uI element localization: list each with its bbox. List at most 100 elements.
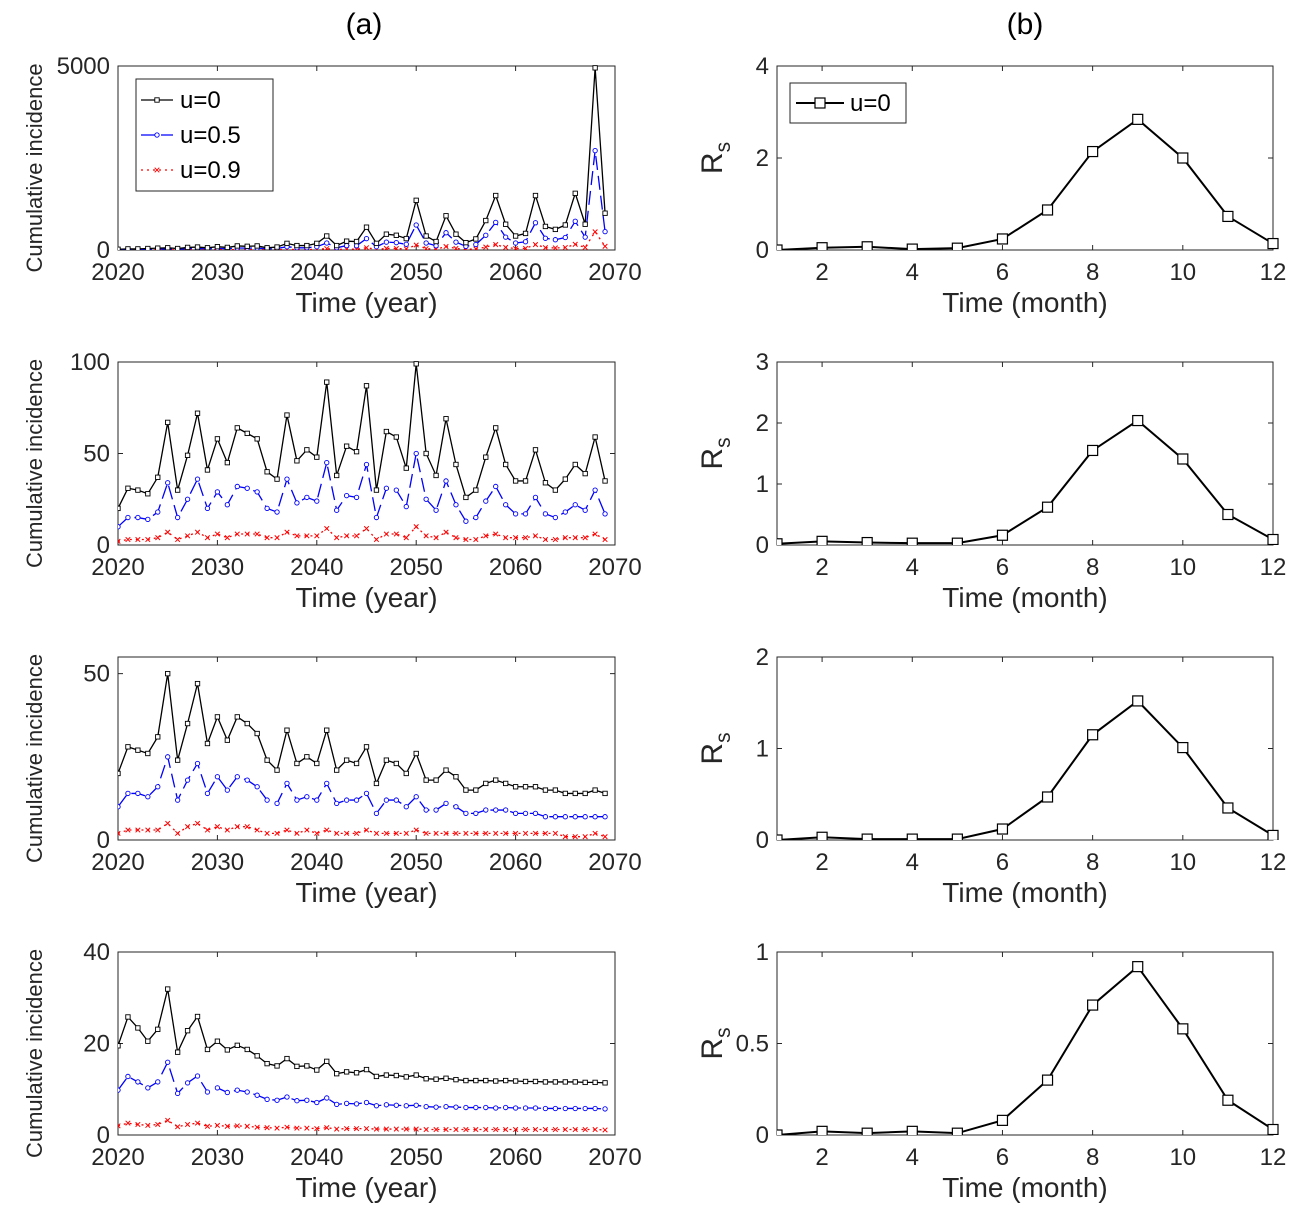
- x-tick-label: 2020: [91, 1144, 144, 1171]
- data-point-square: [463, 239, 469, 246]
- data-point-circle: [264, 505, 270, 512]
- data-point-square: [353, 760, 360, 767]
- data-point-square: [403, 235, 409, 242]
- data-point-square: [861, 536, 873, 545]
- data-point-square: [423, 233, 429, 239]
- data-point-x: [324, 525, 330, 532]
- data-point-square: [861, 241, 873, 250]
- data-point-x: [483, 533, 489, 539]
- plot-area: [777, 113, 1279, 250]
- data-point-circle: [363, 790, 370, 797]
- data-point-x: [184, 824, 191, 830]
- x-tick-label: 2060: [489, 1144, 542, 1171]
- data-point-circle: [433, 243, 439, 249]
- data-point-circle: [542, 511, 549, 517]
- data-point-square: [264, 757, 270, 763]
- data-point-square: [1087, 444, 1099, 457]
- x-tick-label: 6: [996, 1144, 1009, 1171]
- data-point-square: [493, 777, 499, 783]
- data-point-square: [304, 242, 310, 249]
- data-point-square: [572, 190, 578, 196]
- data-point-x: [473, 1126, 479, 1133]
- data-point-x: [284, 827, 290, 833]
- data-point-x: [532, 830, 539, 836]
- data-point-square: [463, 787, 469, 793]
- data-point-square: [1041, 204, 1054, 216]
- data-point-x: [413, 827, 419, 833]
- data-point-square: [777, 1129, 783, 1135]
- data-point-circle: [592, 487, 598, 493]
- data-point-square: [552, 787, 559, 793]
- data-point-x: [314, 1125, 320, 1132]
- axes-box: [117, 656, 616, 841]
- data-point-x: [145, 536, 151, 543]
- x-tick-label: 2060: [489, 259, 542, 286]
- data-point-square: [483, 1077, 489, 1084]
- data-point-square: [1132, 414, 1144, 427]
- data-point-circle: [294, 797, 300, 803]
- data-point-x: [353, 830, 360, 836]
- data-point-circle: [145, 1085, 151, 1091]
- data-point-square: [816, 242, 828, 250]
- data-point-x: [562, 535, 568, 541]
- data-point-circle: [294, 1098, 300, 1104]
- data-point-circle: [483, 807, 489, 813]
- data-point-x: [165, 820, 171, 827]
- data-point-circle: [254, 1092, 260, 1098]
- data-point-circle: [353, 243, 360, 249]
- x-axis-label: Time (month): [942, 1172, 1107, 1203]
- data-point-circle: [363, 461, 370, 468]
- data-point-square: [602, 478, 608, 484]
- data-point-circle: [602, 228, 608, 235]
- x-tick-label: 10: [1169, 554, 1196, 581]
- y-tick-label: 0: [97, 532, 110, 559]
- data-point-circle: [562, 1105, 568, 1112]
- data-point-square: [224, 244, 230, 250]
- series-line: [118, 453, 606, 528]
- y-axis-label-subscript: s: [712, 142, 735, 153]
- data-point-square: [522, 478, 529, 484]
- data-point-circle: [363, 1099, 370, 1106]
- x-tick-label: 2040: [290, 849, 343, 876]
- data-point-square: [353, 449, 360, 455]
- data-point-circle: [184, 1080, 191, 1086]
- y-axis-label-main: R: [696, 1038, 729, 1060]
- data-point-circle: [118, 1087, 121, 1093]
- data-point-square: [334, 472, 340, 479]
- data-point-x: [145, 1122, 151, 1129]
- series-u=0: [118, 986, 608, 1086]
- data-point-circle: [264, 797, 270, 803]
- y-tick-label: 2: [756, 644, 769, 671]
- data-point-x: [343, 830, 350, 836]
- data-point-square: [294, 242, 300, 249]
- data-point-circle: [572, 218, 578, 224]
- data-point-square: [194, 680, 201, 687]
- legend: u=0 u=0.5 u=0.9: [135, 78, 274, 192]
- data-point-x: [174, 830, 181, 836]
- data-point-circle: [602, 814, 608, 820]
- y-tick-label: 2: [756, 410, 769, 437]
- y-tick-label: 0: [97, 1122, 110, 1149]
- data-point-square: [483, 454, 489, 460]
- data-point-circle: [125, 514, 131, 521]
- data-point-square: [463, 494, 469, 501]
- data-point-x: [532, 533, 539, 539]
- x-tick-label: 2070: [588, 259, 641, 286]
- data-point-square: [413, 1072, 419, 1078]
- data-point-square: [343, 443, 350, 449]
- legend-label: u=0: [180, 87, 221, 114]
- data-point-square: [1222, 1094, 1234, 1106]
- data-point-x: [343, 1125, 350, 1132]
- series-line: [118, 1060, 606, 1110]
- x-tick-label: 6: [996, 849, 1009, 876]
- data-point-circle: [572, 1105, 578, 1112]
- data-point-square: [224, 737, 230, 743]
- data-point-circle: [403, 1103, 409, 1109]
- data-point-square: [155, 245, 161, 250]
- data-point-square: [453, 1076, 459, 1083]
- data-point-square: [353, 1070, 360, 1076]
- data-point-square: [194, 244, 201, 250]
- data-point-square: [443, 213, 449, 219]
